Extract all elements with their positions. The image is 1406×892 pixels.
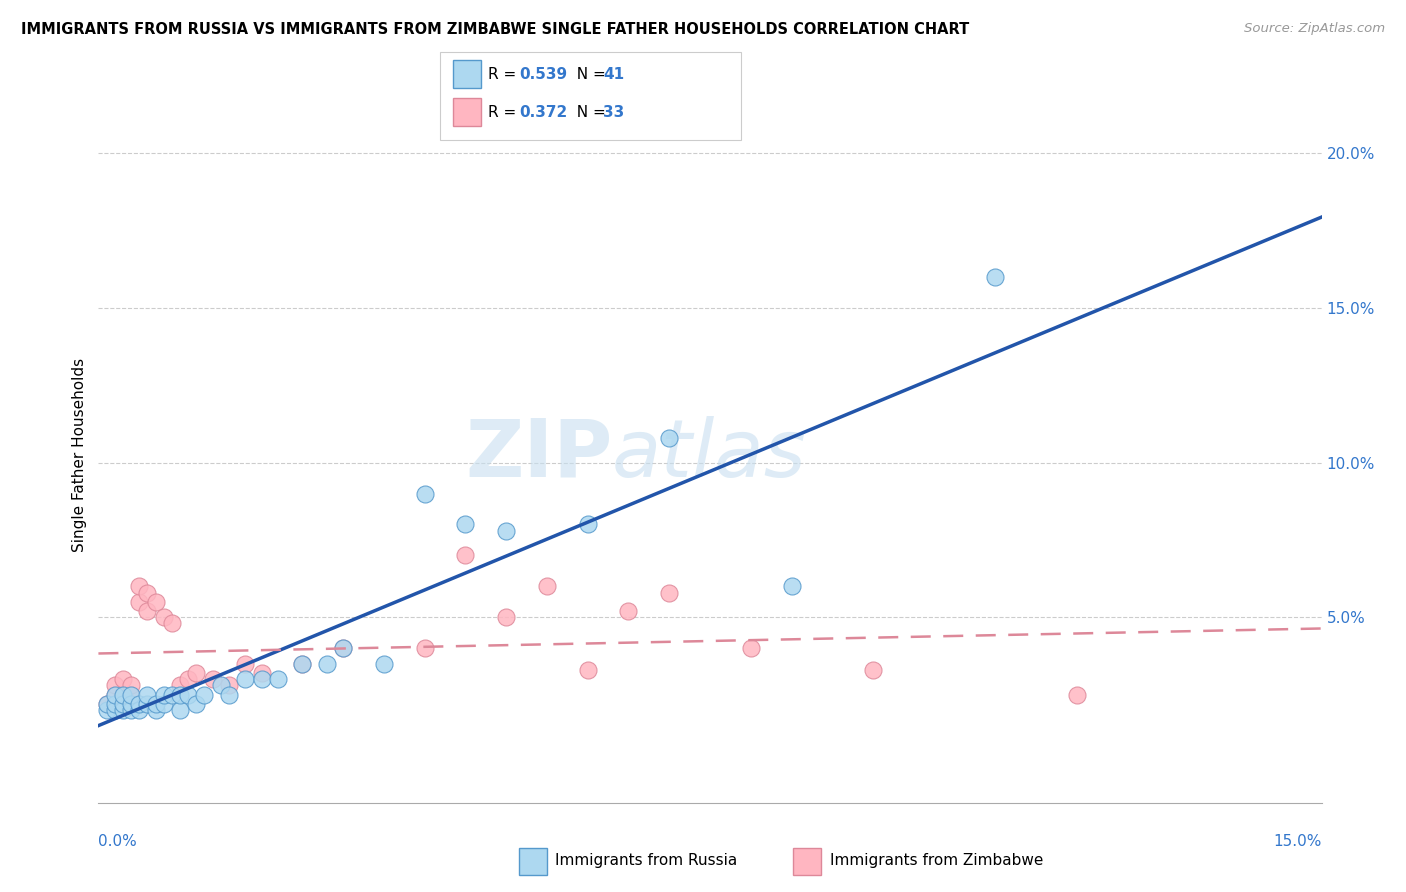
Point <box>862 663 884 677</box>
Point <box>495 610 517 624</box>
Point <box>454 517 477 532</box>
Point <box>160 688 183 702</box>
Point <box>740 641 762 656</box>
Point <box>373 657 395 671</box>
Point <box>332 641 354 656</box>
Point <box>576 517 599 532</box>
Point <box>780 579 803 593</box>
Point <box>145 697 167 711</box>
Text: R =: R = <box>488 67 522 81</box>
Point <box>576 663 599 677</box>
Point <box>209 678 232 692</box>
Point <box>984 270 1007 285</box>
Point <box>291 657 314 671</box>
Point <box>145 703 167 717</box>
Text: 0.372: 0.372 <box>519 104 567 120</box>
Point <box>495 524 517 538</box>
Point <box>120 703 142 717</box>
Point <box>136 688 159 702</box>
Text: Source: ZipAtlas.com: Source: ZipAtlas.com <box>1244 22 1385 36</box>
Point <box>658 431 681 445</box>
Point <box>96 697 118 711</box>
Point <box>291 657 314 671</box>
Point <box>104 688 127 702</box>
Point <box>120 688 142 702</box>
Point <box>413 641 436 656</box>
Point <box>1066 688 1088 702</box>
Point <box>96 703 118 717</box>
Point <box>104 688 127 702</box>
Point <box>136 585 159 599</box>
Point <box>218 688 240 702</box>
Point <box>120 688 142 702</box>
Point <box>120 678 142 692</box>
Point <box>169 678 191 692</box>
Point <box>413 486 436 500</box>
Point <box>186 665 208 680</box>
Point <box>177 672 200 686</box>
Text: 15.0%: 15.0% <box>1274 834 1322 849</box>
Point <box>128 595 150 609</box>
Text: N =: N = <box>567 104 610 120</box>
Point <box>267 672 290 686</box>
Text: 0.539: 0.539 <box>519 67 567 81</box>
Point <box>617 604 640 618</box>
Text: IMMIGRANTS FROM RUSSIA VS IMMIGRANTS FROM ZIMBABWE SINGLE FATHER HOUSEHOLDS CORR: IMMIGRANTS FROM RUSSIA VS IMMIGRANTS FRO… <box>21 22 969 37</box>
Point <box>658 585 681 599</box>
Point <box>96 697 118 711</box>
Point <box>128 579 150 593</box>
Point <box>250 672 273 686</box>
Text: Immigrants from Zimbabwe: Immigrants from Zimbabwe <box>830 854 1043 868</box>
Text: 41: 41 <box>603 67 624 81</box>
Text: 0.0%: 0.0% <box>98 834 138 849</box>
Point <box>193 688 215 702</box>
Point <box>128 697 150 711</box>
Point <box>233 672 256 686</box>
Point <box>315 657 337 671</box>
Text: N =: N = <box>567 67 610 81</box>
Point <box>169 703 191 717</box>
Point <box>332 641 354 656</box>
Point <box>111 672 134 686</box>
Point <box>177 688 200 702</box>
Point <box>152 697 174 711</box>
Point <box>152 688 174 702</box>
Point <box>111 688 134 702</box>
Point <box>128 703 150 717</box>
Text: 33: 33 <box>603 104 624 120</box>
Point <box>111 697 134 711</box>
Y-axis label: Single Father Households: Single Father Households <box>72 358 87 552</box>
Point <box>186 697 208 711</box>
Text: Immigrants from Russia: Immigrants from Russia <box>555 854 738 868</box>
Point <box>169 688 191 702</box>
Point <box>160 616 183 631</box>
Point <box>111 703 134 717</box>
Text: ZIP: ZIP <box>465 416 612 494</box>
Point <box>104 697 127 711</box>
Point <box>233 657 256 671</box>
Point <box>201 672 224 686</box>
Point <box>136 697 159 711</box>
Text: atlas: atlas <box>612 416 807 494</box>
Point <box>136 604 159 618</box>
Text: R =: R = <box>488 104 522 120</box>
Point <box>104 678 127 692</box>
Point <box>218 678 240 692</box>
Point <box>152 610 174 624</box>
Point <box>120 697 142 711</box>
Point <box>454 549 477 563</box>
Point <box>145 595 167 609</box>
Point <box>111 688 134 702</box>
Point <box>104 703 127 717</box>
Point <box>250 665 273 680</box>
Point <box>536 579 558 593</box>
